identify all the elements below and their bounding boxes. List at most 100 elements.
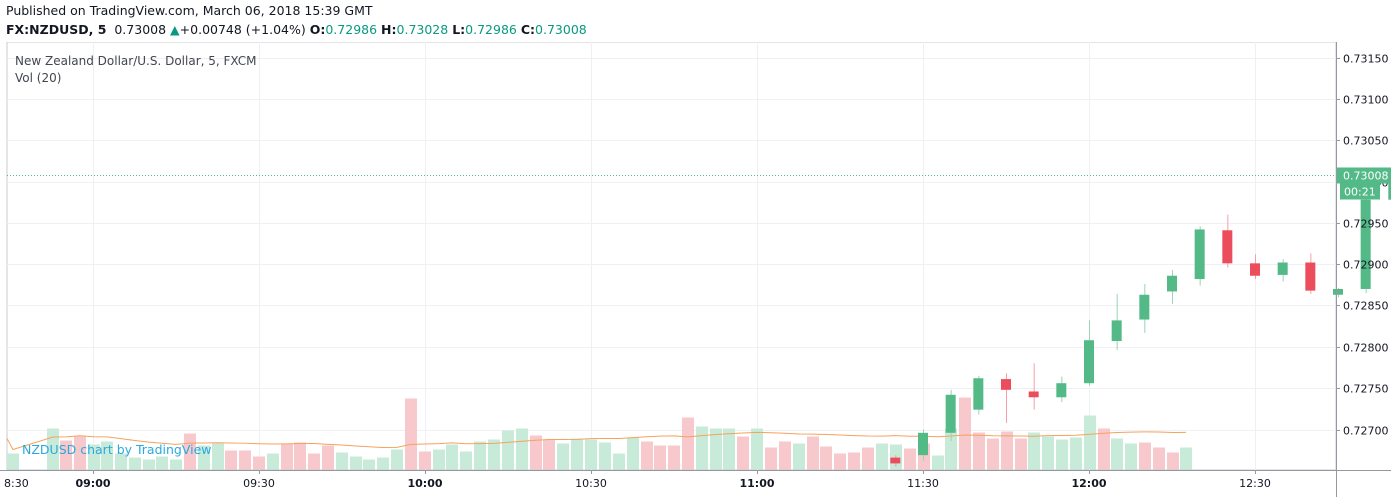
volume-bar [156, 456, 168, 470]
countdown-bg [1340, 183, 1380, 200]
time-tick-label: 09:00 [75, 477, 110, 490]
volume-bar [876, 443, 888, 470]
volume-bar [419, 451, 431, 470]
time-tick-label: 09:30 [243, 477, 275, 490]
candle-body [1333, 288, 1343, 295]
volume-bar [143, 459, 155, 470]
volume-bar [488, 439, 500, 470]
time-tick-label: 11:00 [739, 477, 774, 490]
volume-bar [973, 432, 985, 470]
candle-body [1277, 262, 1288, 275]
volume-bar [281, 443, 293, 470]
open-label: O: [309, 22, 326, 37]
volume-bar [807, 436, 819, 470]
volume-bar [253, 456, 265, 470]
volume-bar [932, 455, 944, 470]
volume-bar [627, 437, 639, 470]
volume-bar [433, 449, 445, 470]
volume-bar [267, 453, 279, 470]
volume-bar [308, 453, 320, 470]
volume-ma-line [6, 431, 1187, 451]
volume-bar [904, 448, 916, 470]
volume-bar [405, 398, 417, 470]
high-label: H: [381, 22, 397, 37]
volume-bar [391, 449, 403, 470]
volume-bar [1111, 438, 1123, 470]
volume-bar [737, 436, 749, 470]
time-axis[interactable]: 09:00 09:30 10:00 10:30 11:00 11:30 12:00 12:30… [0, 470, 1391, 493]
volume-bar [613, 453, 625, 470]
volume-bar [198, 445, 210, 470]
time-tick-label: 11:30 [907, 477, 939, 490]
volume-bar [474, 441, 486, 470]
volume-bar [322, 445, 334, 470]
volume-bar [641, 441, 653, 470]
candle-body [1001, 379, 1011, 390]
volume-bar [88, 444, 100, 470]
price-tick-label: 0.72800 [1343, 342, 1389, 355]
volume-bar [1098, 428, 1110, 470]
volume-bar [585, 439, 597, 470]
published-line: Published on TradingView.com, March 06, … [6, 3, 373, 18]
volume-bar [377, 457, 389, 470]
volume-bar [212, 443, 224, 470]
volume-bar [793, 443, 805, 470]
volume-bar [1056, 439, 1068, 470]
price-axis[interactable]: 0.731500.731000.730500.730000.729500.729… [1336, 42, 1391, 497]
time-tick-label: 10:30 [575, 477, 607, 490]
volume-bar [1001, 431, 1013, 470]
candle-body [1360, 199, 1371, 289]
volume-bar [336, 452, 348, 470]
volume-bar [170, 459, 182, 470]
time-start-label: 8:30 [4, 477, 29, 490]
candle-body [1056, 383, 1067, 398]
volume-bar [1139, 442, 1151, 470]
volume-bar [1070, 437, 1082, 470]
last-price-text: 0.73008 [1343, 170, 1389, 183]
last-price-label: 0.73008 00:21 [1337, 167, 1391, 200]
price-tick-label: 0.72850 [1343, 300, 1389, 313]
candle-body [1084, 340, 1094, 384]
time-tick-label: 10:00 [407, 477, 442, 490]
candle-body [1028, 391, 1039, 398]
candle-body [1222, 230, 1233, 264]
volume-bar [184, 433, 196, 470]
volume-bar [74, 436, 86, 470]
close-label: C: [520, 22, 536, 37]
volume-bar [682, 417, 694, 470]
chart-overlay [7, 175, 1336, 176]
time-tick-label: 12:30 [1239, 477, 1271, 490]
open-value: 0.72986 [325, 22, 378, 37]
low-value: 0.72986 [465, 22, 517, 37]
volume-bar [668, 445, 680, 470]
price-chart[interactable]: New Zealand Dollar/U.S. Dollar, 5, FXCM … [0, 42, 1391, 497]
volume-bar [848, 452, 860, 470]
candle-body [1305, 262, 1316, 291]
volume-bar [557, 443, 569, 470]
candle-body [1250, 263, 1260, 276]
volume-bar [101, 441, 113, 470]
candle-body [1388, 183, 1391, 200]
volume-bar [115, 453, 127, 470]
volume-bar [446, 444, 458, 470]
volume-bar [862, 447, 874, 470]
price-tick-label: 0.72700 [1343, 425, 1389, 438]
volume-indicator-label: Vol (20) [15, 71, 61, 85]
candle-body [1194, 229, 1205, 280]
candle-body [1111, 320, 1122, 342]
volume-bar [571, 438, 583, 470]
volume-bar [945, 428, 957, 470]
price-tick-label: 0.73150 [1343, 53, 1389, 66]
chart-grid [6, 42, 1337, 471]
candle-body [1167, 275, 1177, 292]
volume-bar [363, 459, 375, 470]
price-tick-label: 0.73050 [1343, 135, 1389, 148]
price-tick-label: 0.72750 [1343, 383, 1389, 396]
volume-bar [516, 428, 528, 470]
volume-bar [710, 428, 722, 470]
last-price-bg [1337, 167, 1391, 184]
symbol-label: FX:NZDUSD, 5 [6, 22, 107, 37]
volume-bar [834, 453, 846, 470]
quote-line: FX:NZDUSD, 5 0.73008 ▲+0.00748 (+1.04%) … [6, 22, 587, 37]
volume-bar [47, 428, 59, 470]
